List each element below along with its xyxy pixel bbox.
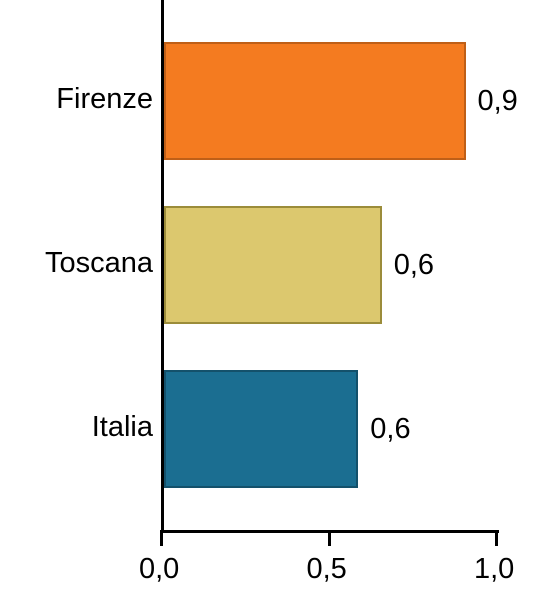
bar-value-italia: 0,6 <box>370 415 410 444</box>
bar-chart: Firenze Toscana Italia 0,9 0,6 0,6 0,0 0… <box>0 0 538 599</box>
xtick <box>328 530 331 546</box>
bar-firenze <box>164 42 466 160</box>
xtick <box>495 530 498 546</box>
xtick-label: 0,0 <box>139 555 179 584</box>
xtick-label: 0,5 <box>307 555 347 584</box>
xtick-label: 1,0 <box>474 555 514 584</box>
bar-value-toscana: 0,6 <box>394 251 434 280</box>
category-label-firenze: Firenze <box>56 85 153 114</box>
bar-toscana <box>164 206 382 324</box>
category-label-toscana: Toscana <box>45 249 153 278</box>
bar-italia <box>164 370 358 488</box>
xtick <box>160 530 163 546</box>
category-label-italia: Italia <box>92 413 153 442</box>
bar-value-firenze: 0,9 <box>478 87 518 116</box>
